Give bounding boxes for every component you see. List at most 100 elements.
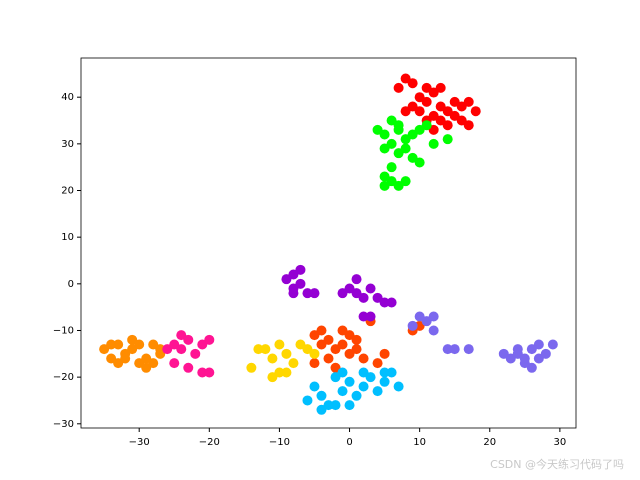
point xyxy=(246,362,257,373)
point xyxy=(463,344,474,355)
point xyxy=(274,339,285,350)
point xyxy=(428,138,439,149)
point xyxy=(498,348,509,359)
point xyxy=(547,339,558,350)
point xyxy=(267,353,278,364)
point xyxy=(421,96,432,107)
point xyxy=(379,143,390,154)
point xyxy=(526,362,537,373)
point xyxy=(183,362,194,373)
point xyxy=(414,106,425,117)
point xyxy=(533,339,544,350)
point xyxy=(316,404,327,415)
point xyxy=(295,339,306,350)
point xyxy=(302,395,313,406)
point xyxy=(113,339,124,350)
point xyxy=(316,339,327,350)
point xyxy=(344,400,355,411)
point xyxy=(120,353,131,364)
point xyxy=(204,367,215,378)
point xyxy=(351,288,362,299)
point xyxy=(428,311,439,322)
point xyxy=(414,92,425,103)
point xyxy=(323,353,334,364)
y-tick-label: 0 xyxy=(68,279,74,290)
y-tick-label: −20 xyxy=(53,372,74,383)
point xyxy=(372,358,383,369)
point xyxy=(337,339,348,350)
point xyxy=(344,376,355,387)
point xyxy=(267,372,278,383)
point xyxy=(148,358,159,369)
point xyxy=(295,264,306,275)
point xyxy=(176,330,187,341)
point xyxy=(365,372,376,383)
point xyxy=(379,129,390,140)
point xyxy=(358,381,369,392)
point xyxy=(358,311,369,322)
x-tick-label: −20 xyxy=(199,437,220,448)
point xyxy=(351,274,362,285)
point xyxy=(449,110,460,121)
point xyxy=(141,362,152,373)
point xyxy=(386,367,397,378)
point xyxy=(400,106,411,117)
point xyxy=(337,325,348,336)
point xyxy=(169,339,180,350)
point xyxy=(281,274,292,285)
point xyxy=(386,162,397,173)
point xyxy=(281,367,292,378)
point xyxy=(316,390,327,401)
point xyxy=(463,96,474,107)
point xyxy=(519,353,530,364)
point xyxy=(407,78,418,89)
point xyxy=(176,344,187,355)
point xyxy=(141,353,152,364)
point xyxy=(428,87,439,98)
y-tick-label: −30 xyxy=(53,419,74,430)
x-tick-label: −10 xyxy=(269,437,290,448)
point xyxy=(442,106,453,117)
point xyxy=(470,106,481,117)
point xyxy=(323,400,334,411)
point xyxy=(148,339,159,350)
point xyxy=(372,124,383,135)
point xyxy=(512,344,523,355)
x-tick-label: 10 xyxy=(413,437,426,448)
point xyxy=(372,386,383,397)
point xyxy=(323,334,334,345)
point xyxy=(351,334,362,345)
point xyxy=(316,325,327,336)
point xyxy=(365,283,376,294)
point xyxy=(442,134,453,145)
point xyxy=(414,320,425,331)
point xyxy=(421,316,432,327)
point xyxy=(197,339,208,350)
point xyxy=(379,367,390,378)
point xyxy=(386,297,397,308)
point xyxy=(449,96,460,107)
point xyxy=(400,73,411,84)
point xyxy=(106,353,117,364)
point xyxy=(393,180,404,191)
point xyxy=(379,297,390,308)
point xyxy=(400,143,411,154)
point xyxy=(169,358,180,369)
point xyxy=(456,101,467,112)
point xyxy=(435,82,446,93)
y-tick-label: −10 xyxy=(53,325,74,336)
point xyxy=(204,334,215,345)
point xyxy=(127,334,138,345)
point xyxy=(414,124,425,135)
point xyxy=(421,120,432,131)
point xyxy=(505,353,516,364)
point xyxy=(358,367,369,378)
x-tick-label: 20 xyxy=(483,437,496,448)
point xyxy=(330,400,341,411)
point xyxy=(540,348,551,359)
point xyxy=(526,344,537,355)
point xyxy=(295,278,306,289)
point xyxy=(337,386,348,397)
point xyxy=(330,362,341,373)
